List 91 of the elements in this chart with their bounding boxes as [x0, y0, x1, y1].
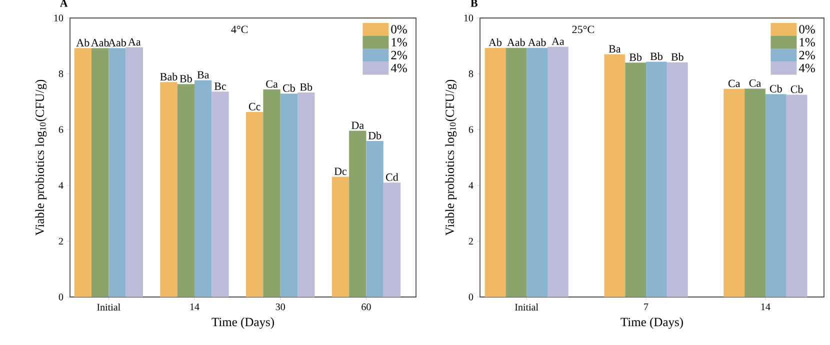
bar — [383, 182, 401, 297]
data-label: Bb — [300, 83, 312, 91]
data-label: Bb — [180, 74, 192, 82]
bar — [786, 94, 808, 297]
bar — [91, 48, 109, 297]
bar — [666, 62, 688, 297]
annotation: 4°C — [231, 26, 248, 34]
legend-label: 4% — [390, 64, 407, 72]
data-label: Ab — [76, 38, 90, 46]
x-tick-label: 30 — [276, 304, 285, 310]
data-label: Ba — [197, 71, 210, 79]
data-label: Bb — [671, 52, 684, 61]
bar — [108, 48, 126, 297]
chart-title: B — [470, 0, 478, 7]
data-label: Cb — [770, 84, 782, 92]
bar — [526, 48, 548, 297]
legend-label: 4% — [798, 64, 815, 72]
bar — [625, 62, 646, 297]
y-tick-label: 2 — [468, 238, 473, 244]
bar — [724, 88, 745, 297]
bar — [160, 82, 178, 297]
x-tick-label: 7 — [644, 304, 648, 310]
legend-label: 2% — [799, 50, 815, 60]
data-label: Bc — [214, 82, 226, 90]
data-label: Aab — [507, 38, 525, 46]
x-tick-label: Initial — [515, 304, 538, 311]
data-label: Dc — [334, 168, 347, 176]
legend-label: 1% — [392, 38, 407, 46]
bar — [194, 80, 212, 297]
data-label: Aab — [108, 38, 126, 46]
legend-label: 0% — [799, 25, 815, 34]
data-label: Aab — [528, 38, 546, 46]
y-tick-label: 0 — [468, 294, 474, 300]
data-label: Ba — [608, 45, 621, 53]
x-tick-label: 60 — [362, 304, 371, 310]
y-tick-label: 10 — [54, 14, 64, 22]
bar — [126, 47, 143, 297]
y-tick-label: 6 — [58, 126, 64, 133]
bar — [744, 88, 766, 297]
data-label: Bab — [160, 72, 178, 80]
x-tick-label: 14 — [190, 304, 200, 310]
bar — [263, 89, 280, 297]
data-label: Aab — [91, 38, 109, 46]
x-tick-label: Initial — [97, 304, 120, 311]
chart-title: A — [60, 0, 68, 7]
data-label: Cd — [386, 173, 398, 181]
data-label: Ca — [728, 80, 740, 88]
x-tick-label: 14 — [761, 304, 770, 310]
y-tick-label: 2 — [58, 238, 63, 244]
data-label: Cb — [790, 85, 803, 94]
data-label: Aa — [552, 38, 564, 46]
bar — [506, 48, 527, 297]
data-label: Aa — [128, 38, 141, 46]
bar — [212, 92, 229, 297]
annotation: 25°C — [572, 26, 594, 34]
y-tick-label: 8 — [468, 70, 474, 78]
data-label: Cb — [282, 84, 295, 92]
data-label: Ca — [749, 79, 761, 87]
y-tick-label: 6 — [468, 126, 474, 133]
bar — [349, 130, 366, 297]
bar — [366, 141, 384, 297]
y-axis-title: Viable probiotics log$_{10}$(CFU/g) — [445, 80, 457, 236]
y-tick-label: 4 — [468, 182, 474, 189]
y-tick-label: 4 — [58, 182, 64, 189]
data-label: Db — [368, 132, 382, 140]
y-tick-label: 0 — [58, 294, 64, 300]
bar — [298, 92, 315, 297]
data-label: Bb — [650, 52, 662, 60]
bar — [646, 62, 667, 297]
data-label: Bb — [629, 53, 642, 61]
bar — [280, 94, 298, 297]
legend-label: 0% — [391, 25, 407, 34]
x-axis-title: Time (Days) — [212, 317, 274, 329]
bar — [74, 48, 92, 297]
data-label: Ca — [266, 80, 278, 88]
y-axis-title: Viable probiotics log$_{10}$(CFU/g) — [35, 80, 47, 236]
y-tick-label: 8 — [58, 70, 64, 78]
bar — [765, 94, 786, 297]
y-tick-label: 10 — [464, 14, 474, 22]
x-axis-title: Time (Days) — [620, 317, 683, 329]
data-label: Ab — [488, 38, 502, 46]
bar — [604, 54, 626, 297]
bar — [332, 176, 350, 297]
legend-label: 1% — [800, 38, 815, 46]
bar — [246, 112, 264, 297]
bar — [484, 48, 506, 297]
data-label: Cc — [248, 102, 260, 110]
bar — [547, 46, 568, 297]
legend-label: 2% — [391, 50, 407, 60]
data-label: Da — [352, 122, 364, 130]
bar — [177, 84, 194, 297]
